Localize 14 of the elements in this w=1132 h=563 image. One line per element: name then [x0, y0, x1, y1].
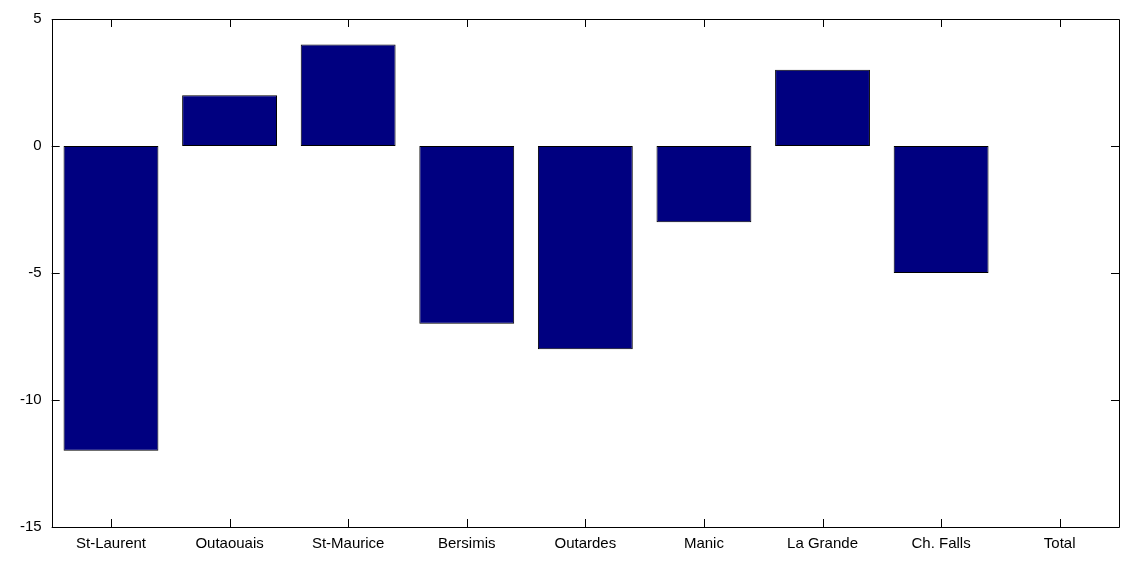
y-tick-label: 5: [33, 9, 42, 27]
x-tick-label: Outardes: [554, 534, 617, 552]
y-tick-label: -15: [19, 517, 42, 535]
x-tick-label: St-Laurent: [75, 534, 147, 552]
x-tick-label: Outaouais: [195, 534, 264, 552]
x-tick-label: Manic: [683, 534, 725, 552]
y-tick-label: -10: [19, 390, 42, 408]
x-tick-label: St-Maurice: [311, 534, 385, 552]
x-tick-label: Total: [1043, 534, 1076, 552]
x-tick-label: Ch. Falls: [911, 534, 971, 552]
x-tick-label: Bersimis: [437, 534, 496, 552]
x-tick-label: La Grande: [787, 534, 858, 552]
y-tick-label: -5: [28, 263, 42, 281]
y-tick-label: 0: [33, 136, 42, 154]
